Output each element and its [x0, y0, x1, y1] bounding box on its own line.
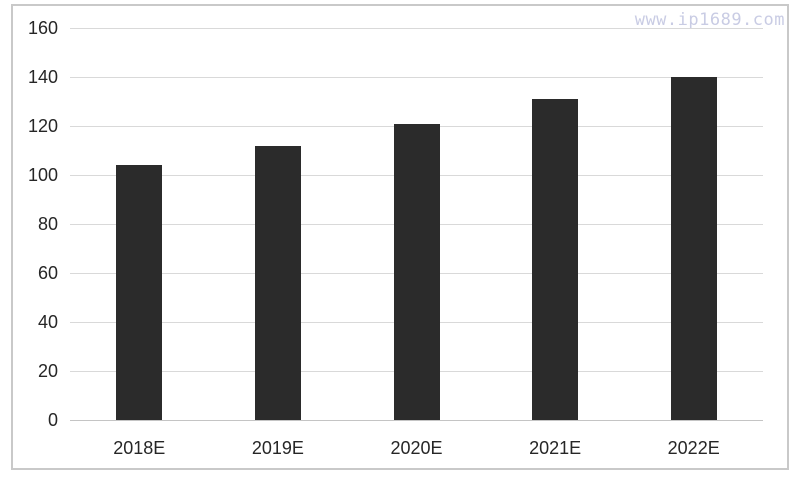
x-tick-label-2018E: 2018E — [113, 438, 166, 458]
watermark: www.ip1689.com — [634, 10, 785, 30]
x-tick-label-2019E: 2019E — [251, 438, 304, 458]
x-axis: 2018E 2019E 2020E 2021E 2022E — [70, 435, 763, 461]
y-tick-label: 160 — [27, 18, 58, 38]
y-tick-label: 60 — [37, 263, 58, 283]
y-tick-label: 140 — [27, 67, 58, 87]
y-tick-label: 120 — [27, 116, 58, 136]
bar-2021E — [532, 99, 579, 420]
bar-2022E — [670, 77, 717, 420]
y-axis: 0 20 40 60 80 100 120 140 160 — [0, 18, 58, 430]
gridline — [70, 76, 763, 78]
x-tick-label-2020E: 2020E — [390, 438, 443, 458]
y-tick-label: 20 — [37, 361, 58, 381]
plot-area — [70, 27, 763, 421]
y-tick-label: 40 — [37, 312, 58, 332]
bar-2018E — [116, 165, 163, 420]
gridline — [70, 27, 763, 29]
y-tick-label: 0 — [47, 410, 58, 430]
bar-2019E — [254, 145, 301, 420]
x-tick-label-2022E: 2022E — [667, 438, 720, 458]
y-tick-label: 100 — [27, 165, 58, 185]
x-tick-label-2021E: 2021E — [529, 438, 582, 458]
x-axis-line — [70, 419, 763, 421]
y-tick-label: 80 — [37, 214, 58, 234]
bar-2020E — [393, 123, 440, 420]
